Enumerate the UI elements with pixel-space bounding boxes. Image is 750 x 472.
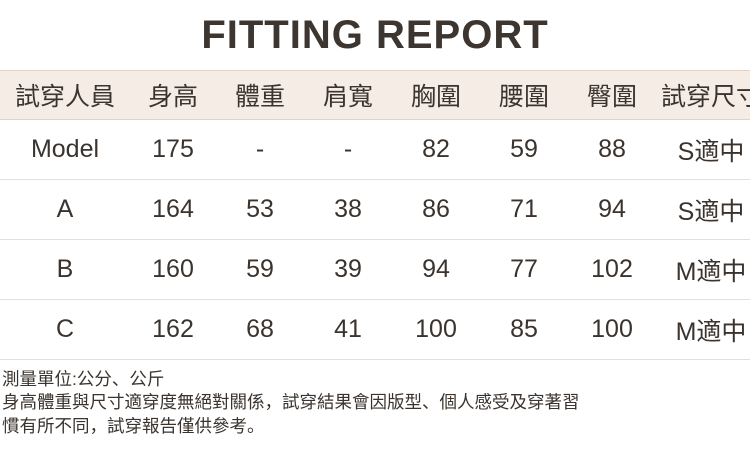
cell-size: S適中 xyxy=(656,179,750,240)
notes-section: 測量單位:公分、公斤 身高體重與尺寸適穿度無絕對關係，試穿結果會因版型、個人感受… xyxy=(0,360,750,438)
cell-waist: 77 xyxy=(480,239,568,300)
cell-size: S適中 xyxy=(656,119,750,180)
cell-shoulder: 41 xyxy=(304,299,392,360)
cell-height: 162 xyxy=(130,299,216,360)
note-line-disclaimer-1: 身高體重與尺寸適穿度無絕對關係，試穿結果會因版型、個人感受及穿著習 xyxy=(2,392,580,413)
cell-weight: 68 xyxy=(216,299,304,360)
column-header-weight: 體重 xyxy=(216,70,304,120)
note-line-disclaimer-2: 慣有所不同，試穿報告僅供參考。 xyxy=(2,415,265,436)
cell-bust: 100 xyxy=(392,299,480,360)
cell-shoulder: 38 xyxy=(304,179,392,240)
cell-height: 160 xyxy=(130,239,216,300)
cell-person: Model xyxy=(0,119,130,180)
fitting-table: 試穿人員 身高 體重 肩寬 胸圍 腰圍 臀圍 試穿尺寸 Model 175 - … xyxy=(0,70,750,360)
cell-size: M適中 xyxy=(656,299,750,360)
table-header-row: 試穿人員 身高 體重 肩寬 胸圍 腰圍 臀圍 試穿尺寸 xyxy=(0,70,750,120)
table-row: C 162 68 41 100 85 100 M適中 xyxy=(0,299,750,360)
cell-hip: 102 xyxy=(568,239,656,300)
cell-weight: 59 xyxy=(216,239,304,300)
column-header-height: 身高 xyxy=(130,70,216,120)
table-body: Model 175 - - 82 59 88 S適中 A 164 53 38 8… xyxy=(0,119,750,360)
table-row: B 160 59 39 94 77 102 M適中 xyxy=(0,239,750,300)
cell-size: M適中 xyxy=(656,239,750,300)
table-row: A 164 53 38 86 71 94 S適中 xyxy=(0,179,750,240)
cell-person: B xyxy=(0,239,130,300)
cell-bust: 94 xyxy=(392,239,480,300)
column-header-bust: 胸圍 xyxy=(392,70,480,120)
cell-waist: 85 xyxy=(480,299,568,360)
cell-hip: 94 xyxy=(568,179,656,240)
cell-hip: 88 xyxy=(568,119,656,180)
cell-shoulder: - xyxy=(304,119,392,180)
column-header-waist: 腰圍 xyxy=(480,70,568,120)
column-header-person: 試穿人員 xyxy=(0,70,130,120)
cell-height: 164 xyxy=(130,179,216,240)
cell-height: 175 xyxy=(130,119,216,180)
table-header: 試穿人員 身高 體重 肩寬 胸圍 腰圍 臀圍 試穿尺寸 xyxy=(0,70,750,120)
cell-shoulder: 39 xyxy=(304,239,392,300)
page-title: FITTING REPORT xyxy=(201,12,549,57)
title-bar: FITTING REPORT xyxy=(0,0,750,70)
table-row: Model 175 - - 82 59 88 S適中 xyxy=(0,119,750,180)
cell-bust: 82 xyxy=(392,119,480,180)
cell-person: A xyxy=(0,179,130,240)
note-line-unit: 測量單位:公分、公斤 xyxy=(2,369,165,389)
cell-person: C xyxy=(0,299,130,360)
column-header-hip: 臀圍 xyxy=(568,70,656,120)
column-header-shoulder: 肩寬 xyxy=(304,70,392,120)
cell-bust: 86 xyxy=(392,179,480,240)
cell-weight: 53 xyxy=(216,179,304,240)
cell-weight: - xyxy=(216,119,304,180)
cell-waist: 59 xyxy=(480,119,568,180)
cell-waist: 71 xyxy=(480,179,568,240)
cell-hip: 100 xyxy=(568,299,656,360)
column-header-size: 試穿尺寸 xyxy=(656,70,750,120)
